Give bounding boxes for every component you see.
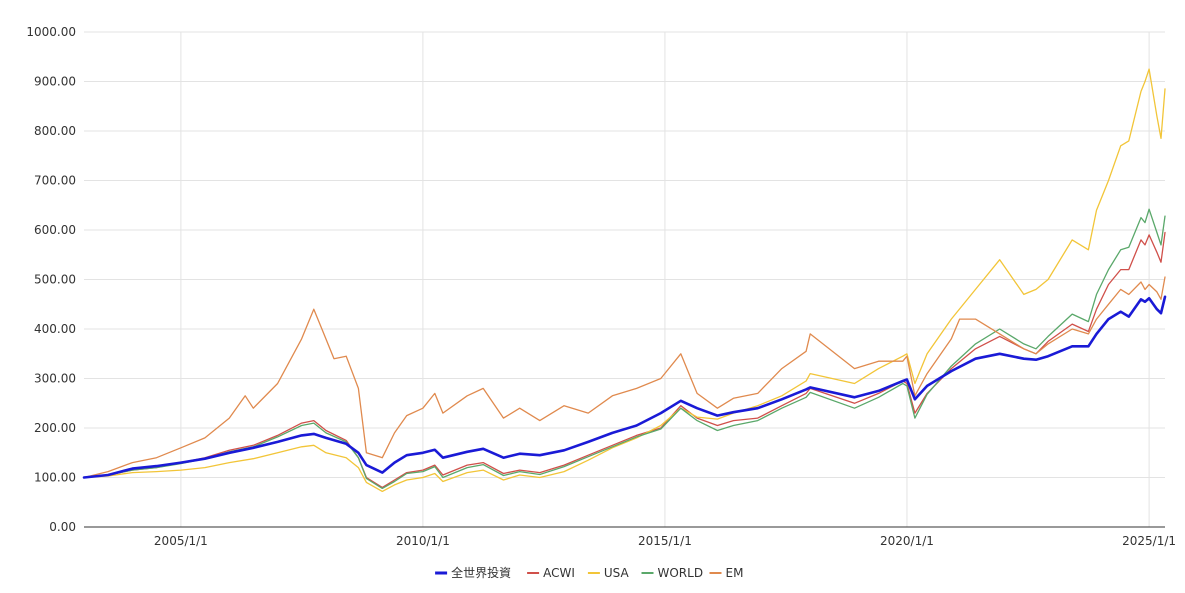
y-tick-label: 400.00 <box>34 322 76 336</box>
legend-item[interactable]: WORLD <box>641 566 704 580</box>
y-axis: 0.00 100.00 200.00 300.00 400.00 500.00 600.00… <box>26 25 76 534</box>
legend-label: USA <box>604 566 630 580</box>
y-tick-label: 800.00 <box>34 124 76 138</box>
series-lines <box>82 68 1167 493</box>
y-tick-label: 600.00 <box>34 223 76 237</box>
y-tick-label: 500.00 <box>34 273 76 287</box>
series-line-ACWI <box>83 231 1166 489</box>
x-axis: 2005/1/1 2010/1/1 2015/1/1 2020/1/1 2025/1/1 <box>84 526 1176 548</box>
x-tick-label: 2020/1/1 <box>880 534 934 548</box>
legend-item[interactable]: USA <box>587 566 630 580</box>
legend: 全世界投資 ACWI USA WORLD EM <box>435 565 743 580</box>
y-tick-label: 0.00 <box>49 520 76 534</box>
x-tick-label: 2010/1/1 <box>396 534 450 548</box>
series-line-EM <box>83 276 1166 479</box>
y-tick-label: 700.00 <box>34 174 76 188</box>
series-line-全世界投資 <box>82 295 1167 479</box>
legend-label: EM <box>726 566 744 580</box>
x-tick-label: 2005/1/1 <box>154 534 208 548</box>
legend-item[interactable]: EM <box>709 566 744 580</box>
legend-item[interactable]: ACWI <box>527 566 575 580</box>
y-tick-label: 300.00 <box>34 372 76 386</box>
legend-label: 全世界投資 <box>451 565 511 580</box>
y-tick-label: 900.00 <box>34 75 76 89</box>
legend-label: WORLD <box>658 566 704 580</box>
y-tick-label: 1000.00 <box>26 25 76 39</box>
y-tick-label: 200.00 <box>34 421 76 435</box>
y-tick-label: 100.00 <box>34 471 76 485</box>
x-tick-label: 2015/1/1 <box>638 534 692 548</box>
legend-item[interactable]: 全世界投資 <box>435 565 511 580</box>
gridlines <box>84 31 1165 527</box>
series-line-WORLD <box>83 208 1166 490</box>
legend-label: ACWI <box>543 566 575 580</box>
x-tick-label: 2025/1/1 <box>1122 534 1176 548</box>
